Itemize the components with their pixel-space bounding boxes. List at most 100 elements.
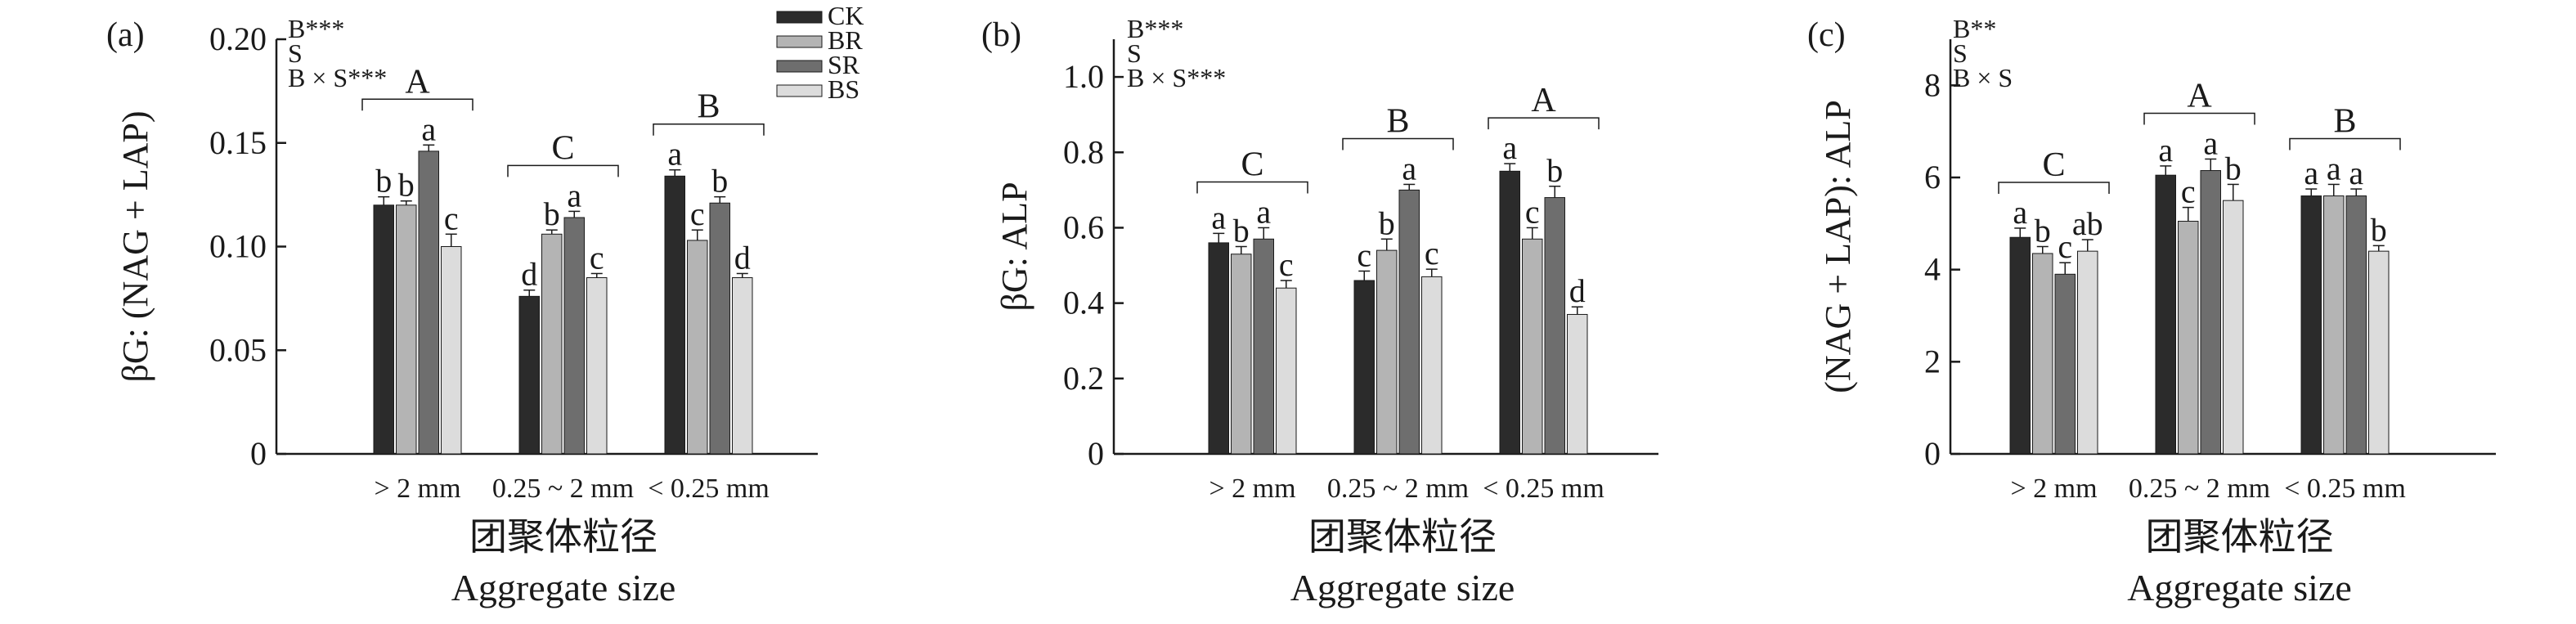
significance-letter: c xyxy=(2058,228,2072,265)
bar-bs xyxy=(1421,276,1443,455)
x-axis-label-cn: 团聚体粒径 xyxy=(2146,516,2334,558)
significance-letter: d xyxy=(734,239,751,276)
stats-label: B × S*** xyxy=(1127,63,1226,92)
group-letter: C xyxy=(1241,146,1263,183)
y-tick-label: 0 xyxy=(250,435,267,472)
significance-letter: c xyxy=(1425,235,1439,272)
group-bracket xyxy=(1196,181,1308,194)
y-axis-label: βG: (NAG + LAP) xyxy=(115,111,155,383)
significance-letter: a xyxy=(2304,155,2318,191)
significance-letter: a xyxy=(2158,132,2173,168)
significance-letter: a xyxy=(667,136,682,173)
significance-letter: b xyxy=(375,163,392,200)
bar-br xyxy=(541,233,563,455)
significance-letter: b xyxy=(398,167,415,204)
group-letter: A xyxy=(1531,82,1556,119)
x-axis-label-en: Aggregate size xyxy=(1290,567,1515,608)
group-bracket xyxy=(1998,182,2110,194)
bar-br xyxy=(1376,249,1398,455)
legend-label-bs: BS xyxy=(828,74,859,104)
bar-br xyxy=(396,204,417,455)
group-bracket xyxy=(1488,117,1600,130)
bar-ck xyxy=(1499,170,1520,455)
bar-ck xyxy=(1353,280,1375,455)
x-category-label: 0.25 ~ 2 mm xyxy=(2129,474,2270,504)
legend-swatch-br xyxy=(776,35,823,48)
bar-br xyxy=(1231,254,1252,455)
significance-letter: d xyxy=(1569,272,1586,309)
significance-letter: c xyxy=(1357,236,1371,273)
stats-label: B*** xyxy=(1127,14,1183,43)
chart-panel-1: 00.050.100.150.20(a)βG: (NAG + LAP)B***S… xyxy=(106,1,864,608)
bar-bs xyxy=(441,246,462,455)
bar-bs xyxy=(586,277,608,455)
bar-bs xyxy=(2223,200,2244,455)
significance-letter: a xyxy=(1402,150,1416,186)
x-category-label: 0.25 ~ 2 mm xyxy=(1327,474,1469,504)
significance-letter: d xyxy=(521,256,537,293)
y-tick-label: 0 xyxy=(1924,435,1941,472)
significance-letter: c xyxy=(690,195,705,232)
significance-letter: b xyxy=(2035,213,2051,249)
bar-sr xyxy=(1398,189,1420,455)
y-tick-label: 0.8 xyxy=(1063,133,1104,170)
significance-letter: b xyxy=(711,163,728,200)
bar-bs xyxy=(732,277,753,455)
y-tick-label: 0.4 xyxy=(1063,285,1104,321)
group-bracket xyxy=(507,164,619,177)
significance-letter: b xyxy=(2225,150,2242,186)
x-category-label: > 2 mm xyxy=(374,474,460,504)
bar-br xyxy=(2032,253,2053,455)
bar-sr xyxy=(418,150,439,455)
y-tick-label: 0.2 xyxy=(1063,360,1104,397)
y-tick-label: 0 xyxy=(1088,435,1104,472)
bar-ck xyxy=(2300,195,2322,455)
x-axis-label-en: Aggregate size xyxy=(451,567,676,608)
bar-sr xyxy=(1544,197,1565,455)
bar-ck xyxy=(2155,174,2176,455)
legend-label-ck: CK xyxy=(828,1,864,30)
bar-bs xyxy=(1276,287,1297,455)
group-letter: A xyxy=(2187,77,2212,114)
group-bracket xyxy=(653,123,765,136)
y-tick-label: 6 xyxy=(1924,159,1941,195)
bar-br xyxy=(1522,238,1543,455)
chart-panel-2: 0 0.2 0.4 0.6 0.8 1.0 (b) βG: ALP B***SB × S*** a… xyxy=(981,14,1658,608)
significance-letter: b xyxy=(1379,204,1395,241)
bar-bs xyxy=(2077,250,2098,455)
bar-ck xyxy=(2009,236,2031,455)
bar-bs xyxy=(2368,250,2390,455)
bar-bs xyxy=(1567,313,1588,455)
x-axis-label-en: Aggregate size xyxy=(2127,567,2352,608)
stats-label: S xyxy=(288,38,303,68)
significance-letter: c xyxy=(444,200,459,236)
significance-letter: c xyxy=(590,239,604,276)
significance-letter: b xyxy=(1546,152,1563,189)
significance-letter: a xyxy=(567,177,581,213)
bar-br xyxy=(2323,195,2345,455)
significance-letter: ab xyxy=(2072,205,2103,242)
y-tick-label: 0.15 xyxy=(209,124,267,161)
significance-letter: c xyxy=(2181,173,2196,210)
significance-letter: b xyxy=(2371,211,2387,248)
group-bracket xyxy=(2143,112,2255,125)
x-axis-label-cn: 团聚体粒径 xyxy=(1308,516,1497,558)
stats-label: B*** xyxy=(288,14,344,43)
bar-ck xyxy=(518,295,540,455)
bar-sr xyxy=(709,202,730,455)
bar-sr xyxy=(2054,273,2076,455)
group-letter: C xyxy=(2042,146,2065,184)
group-letter: B xyxy=(1386,102,1409,140)
x-axis-label-cn: 团聚体粒径 xyxy=(469,516,657,558)
y-tick-label: 0.10 xyxy=(209,228,267,265)
bar-sr xyxy=(2200,170,2221,455)
legend-label-sr: SR xyxy=(828,50,860,79)
significance-letter: a xyxy=(1502,129,1517,166)
bar-sr xyxy=(1253,238,1274,455)
x-category-label: < 0.25 mm xyxy=(2284,474,2406,504)
y-axis-label: βG: ALP xyxy=(994,182,1034,311)
group-bracket xyxy=(2289,137,2401,150)
